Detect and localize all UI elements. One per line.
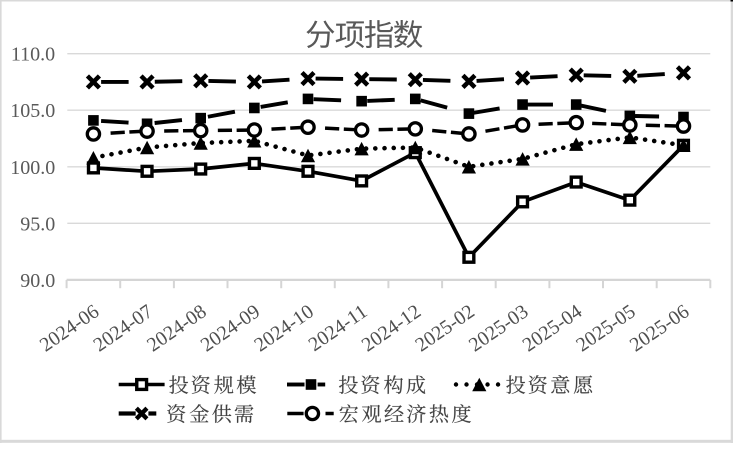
svg-text:110.0: 110.0 xyxy=(11,44,55,66)
svg-text:105.0: 105.0 xyxy=(10,100,55,122)
svg-text:95.0: 95.0 xyxy=(20,213,55,235)
svg-text:100.0: 100.0 xyxy=(10,157,55,179)
svg-text:90.0: 90.0 xyxy=(20,270,55,292)
